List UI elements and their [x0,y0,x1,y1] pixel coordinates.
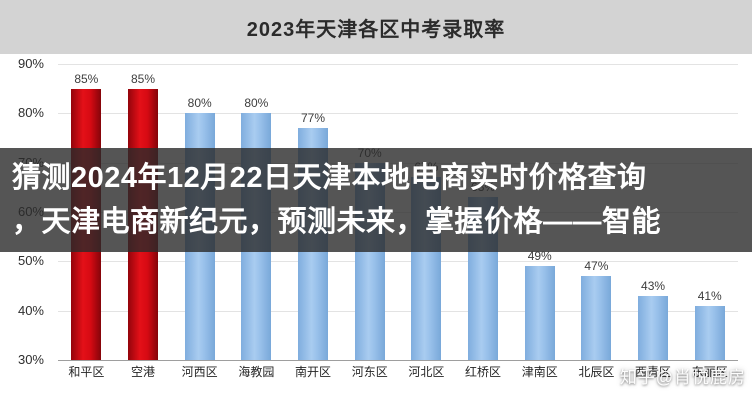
watermark: 知乎@肖悦鹿房 [619,368,746,387]
x-axis-label: 北辰区 [578,365,615,379]
x-axis-label: 东丽区 [691,365,728,379]
overlay-banner: 猜测2024年12月22日天津本地电商实时价格查询 ，天津电商新纪元，预测未来，… [0,148,752,252]
gridline [58,64,738,65]
chart-title: 2023年天津各区中考录取率 [246,18,506,41]
y-axis-label: 50% [17,253,44,269]
y-axis-label: 30% [17,352,44,367]
x-axis-label: 海教园 [238,365,275,379]
overlay-text-line1: 猜测2024年12月22日天津本地电商实时价格查询 [12,162,647,194]
bar-value-label: 43% [641,278,666,293]
bar-value-label: 49% [527,249,552,264]
bar-value-label: 85% [74,71,99,86]
bar-value-label: 80% [187,96,212,111]
x-axis-label: 河北区 [408,365,445,379]
y-axis-label: 40% [17,302,44,318]
bar-column: 41% [681,64,738,360]
y-axis-label: 90% [17,56,44,71]
bar-value-label: 41% [697,288,722,303]
x-axis-label: 河东区 [351,365,388,379]
bar-value-label: 85% [130,71,156,86]
gridline [58,261,738,263]
overlay-text-line2: ，天津电商新纪元，预测未来，掌握价格——智能 [12,206,662,238]
bar-value-label: 77% [301,111,326,126]
y-axis-label: 80% [17,105,44,121]
bar-column: 47% [568,64,625,360]
x-axis-label: 空港 [131,365,156,379]
bar-value-label: 47% [584,259,609,274]
bar [581,276,612,360]
x-axis-label: 和平区 [68,365,105,379]
x-axis-label: 南开区 [295,365,332,379]
x-axis-label: 西青区 [635,365,672,379]
bar-value-label: 80% [244,96,269,111]
bar-column: 43% [625,64,682,360]
x-axis-label: 红桥区 [465,365,502,379]
bar [694,305,725,360]
gridline [58,310,738,312]
gridline [58,113,738,115]
x-axis: 和平区 空港 河西区 海教园 南开区 河东区 河北区 红桥区 津南区 北辰区 西青区 东丽区 [58,363,738,380]
x-axis-label: 河西区 [181,365,218,379]
x-axis-label: 津南区 [521,365,558,379]
title-band: 2023年天津各区中考录取率 [0,0,752,54]
bar-column: 49% [511,64,568,360]
bar [524,266,555,360]
bar [638,295,669,360]
